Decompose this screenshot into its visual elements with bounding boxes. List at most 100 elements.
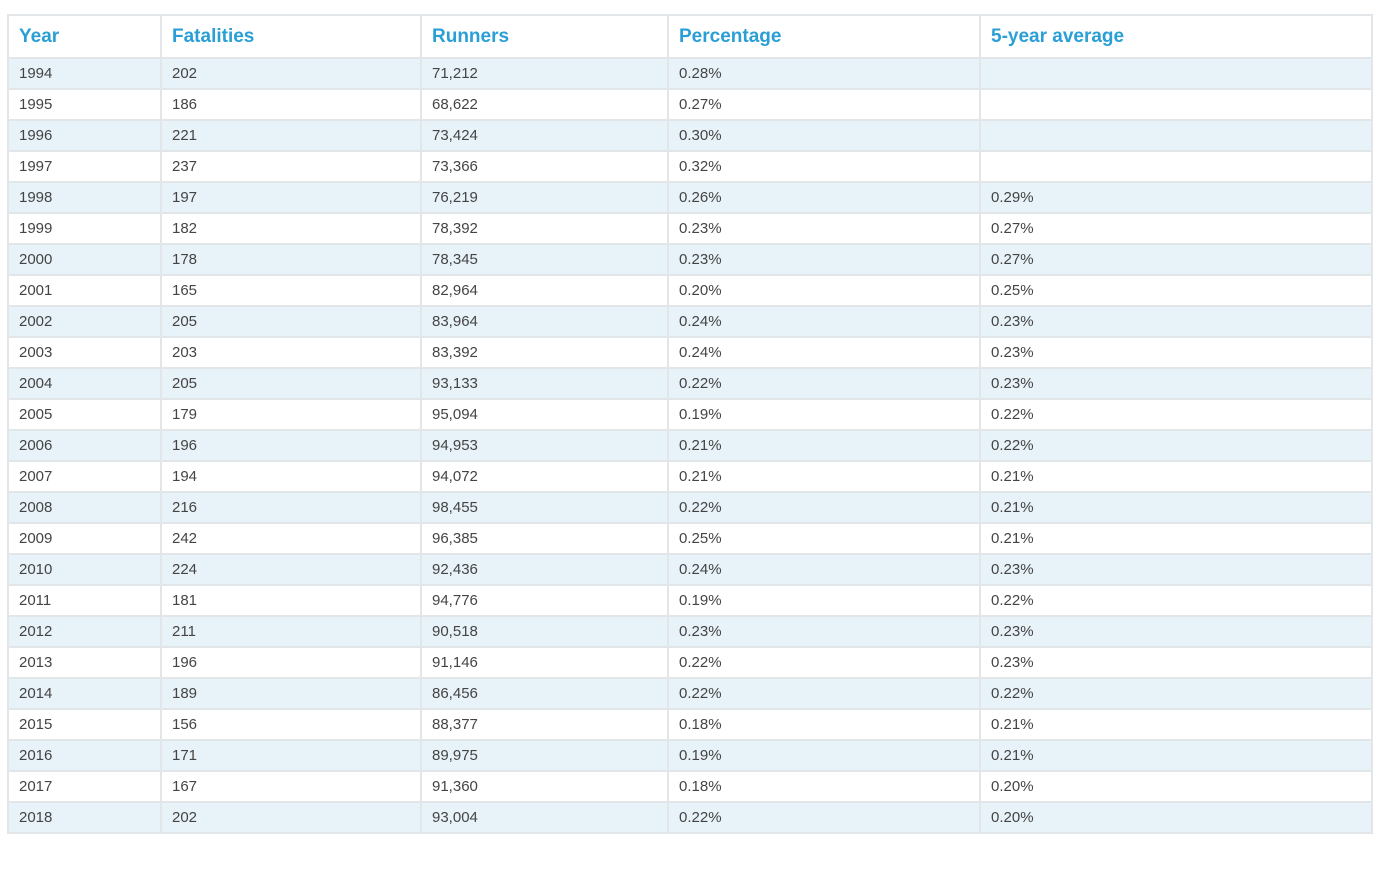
year-cell: 2000 [7,243,162,276]
runners-cell: 94,072 [420,460,669,493]
fatalities-cell: 202 [160,801,422,834]
percentage-cell: 0.22% [667,801,981,834]
percentage-cell: 0.24% [667,336,981,369]
year-cell: 2013 [7,646,162,679]
fatalities-cell: 167 [160,770,422,803]
runners-cell: 94,953 [420,429,669,462]
year-cell: 2002 [7,305,162,338]
year-cell: 2017 [7,770,162,803]
five-year-average-cell: 0.20% [979,801,1373,834]
column-header-5-year-average: 5-year average [979,14,1373,59]
year-cell: 2012 [7,615,162,648]
table-row: 1999 182 78,392 0.23% 0.27% [7,212,1373,245]
year-cell: 1996 [7,119,162,152]
header-row: Year Fatalities Runners Percentage 5-yea… [7,14,1373,59]
fatalities-cell: 211 [160,615,422,648]
table-row: 2007 194 94,072 0.21% 0.21% [7,460,1373,493]
year-cell: 1998 [7,181,162,214]
year-cell: 2007 [7,460,162,493]
fatalities-cell: 179 [160,398,422,431]
five-year-average-cell [979,119,1373,152]
five-year-average-cell [979,57,1373,90]
fatalities-cell: 205 [160,367,422,400]
column-header-year: Year [7,14,162,59]
fatalities-cell: 156 [160,708,422,741]
percentage-cell: 0.19% [667,584,981,617]
percentage-cell: 0.25% [667,522,981,555]
fatalities-cell: 224 [160,553,422,586]
runners-cell: 68,622 [420,88,669,121]
runners-cell: 91,146 [420,646,669,679]
fatalities-cell: 171 [160,739,422,772]
five-year-average-cell: 0.27% [979,212,1373,245]
fatalities-cell: 182 [160,212,422,245]
table-row: 2004 205 93,133 0.22% 0.23% [7,367,1373,400]
five-year-average-cell: 0.21% [979,491,1373,524]
fatalities-cell: 189 [160,677,422,710]
runners-cell: 96,385 [420,522,669,555]
runners-cell: 93,133 [420,367,669,400]
five-year-average-cell: 0.23% [979,553,1373,586]
five-year-average-cell: 0.25% [979,274,1373,307]
table-row: 2002 205 83,964 0.24% 0.23% [7,305,1373,338]
table-row: 1998 197 76,219 0.26% 0.29% [7,181,1373,214]
percentage-cell: 0.23% [667,615,981,648]
percentage-cell: 0.26% [667,181,981,214]
year-cell: 1995 [7,88,162,121]
runners-cell: 94,776 [420,584,669,617]
runners-cell: 90,518 [420,615,669,648]
runners-cell: 82,964 [420,274,669,307]
percentage-cell: 0.24% [667,553,981,586]
table-row: 2014 189 86,456 0.22% 0.22% [7,677,1373,710]
fatalities-cell: 186 [160,88,422,121]
runners-cell: 73,424 [420,119,669,152]
table-row: 1994 202 71,212 0.28% [7,57,1373,90]
five-year-average-cell [979,88,1373,121]
year-cell: 1997 [7,150,162,183]
year-cell: 2011 [7,584,162,617]
runners-cell: 71,212 [420,57,669,90]
five-year-average-cell: 0.20% [979,770,1373,803]
table-row: 2006 196 94,953 0.21% 0.22% [7,429,1373,462]
runners-cell: 92,436 [420,553,669,586]
five-year-average-cell: 0.22% [979,429,1373,462]
table-row: 2011 181 94,776 0.19% 0.22% [7,584,1373,617]
table-row: 2013 196 91,146 0.22% 0.23% [7,646,1373,679]
percentage-cell: 0.32% [667,150,981,183]
percentage-cell: 0.23% [667,243,981,276]
percentage-cell: 0.23% [667,212,981,245]
runners-cell: 95,094 [420,398,669,431]
table-row: 2018 202 93,004 0.22% 0.20% [7,801,1373,834]
five-year-average-cell: 0.21% [979,708,1373,741]
year-cell: 2001 [7,274,162,307]
table-row: 2015 156 88,377 0.18% 0.21% [7,708,1373,741]
percentage-cell: 0.22% [667,367,981,400]
percentage-cell: 0.22% [667,491,981,524]
table-row: 2003 203 83,392 0.24% 0.23% [7,336,1373,369]
five-year-average-cell: 0.22% [979,584,1373,617]
percentage-cell: 0.19% [667,398,981,431]
percentage-cell: 0.21% [667,460,981,493]
percentage-cell: 0.19% [667,739,981,772]
five-year-average-cell: 0.27% [979,243,1373,276]
year-cell: 2006 [7,429,162,462]
percentage-cell: 0.20% [667,274,981,307]
runners-cell: 78,392 [420,212,669,245]
runners-cell: 86,456 [420,677,669,710]
year-cell: 2003 [7,336,162,369]
year-cell: 2014 [7,677,162,710]
table-row: 1996 221 73,424 0.30% [7,119,1373,152]
runners-cell: 83,392 [420,336,669,369]
percentage-cell: 0.24% [667,305,981,338]
year-cell: 2016 [7,739,162,772]
percentage-cell: 0.22% [667,677,981,710]
percentage-cell: 0.22% [667,646,981,679]
runners-cell: 91,360 [420,770,669,803]
runners-cell: 78,345 [420,243,669,276]
fatalities-cell: 197 [160,181,422,214]
fatalities-cell: 216 [160,491,422,524]
five-year-average-cell: 0.23% [979,336,1373,369]
year-cell: 2010 [7,553,162,586]
table-row: 2005 179 95,094 0.19% 0.22% [7,398,1373,431]
table-row: 2001 165 82,964 0.20% 0.25% [7,274,1373,307]
